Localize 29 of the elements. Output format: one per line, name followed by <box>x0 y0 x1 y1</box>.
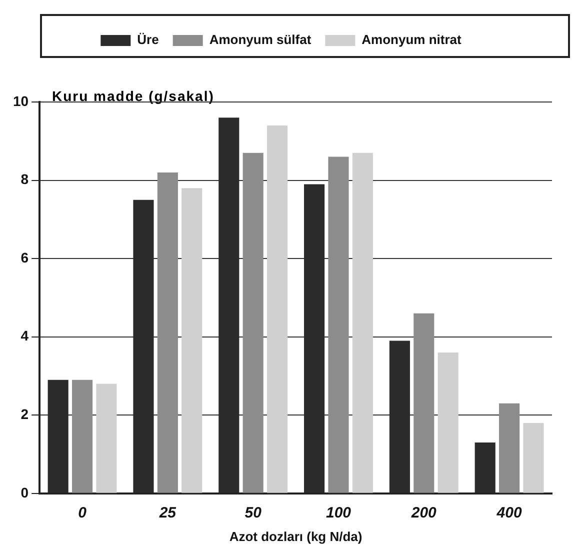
y-tick-label: 6 <box>20 249 29 266</box>
y-tick-label: 0 <box>20 484 29 500</box>
bar <box>157 172 178 493</box>
bar <box>182 188 202 493</box>
legend-label: Amonyum nitrat <box>362 32 462 48</box>
x-tick-label: 400 <box>496 504 522 522</box>
x-axis-title: Azot dozları (kg N/da) <box>229 528 362 544</box>
bar <box>72 380 93 493</box>
y-tick-label: 4 <box>20 328 29 344</box>
bar <box>438 352 458 493</box>
x-tick-label: 50 <box>244 504 262 522</box>
bar <box>242 152 264 493</box>
bar <box>267 125 288 493</box>
x-tick-label: 0 <box>78 504 88 522</box>
legend-label: Amonyum sülfat <box>209 32 312 48</box>
bar <box>499 403 520 493</box>
bar <box>523 422 544 493</box>
bar <box>352 152 373 493</box>
y-tick-label: 2 <box>20 406 29 422</box>
y-tick-label: 8 <box>20 171 29 188</box>
y-tick-label: 10 <box>12 92 29 109</box>
x-tick-label: 25 <box>158 504 177 522</box>
legend-label: Üre <box>137 32 159 48</box>
bar <box>414 313 434 493</box>
x-tick-label: 200 <box>410 504 438 522</box>
y-axis-title: Kuru madde (g/sakal) <box>52 88 214 104</box>
bar <box>328 156 349 493</box>
bar <box>96 384 117 493</box>
x-tick-label: 100 <box>326 504 352 522</box>
